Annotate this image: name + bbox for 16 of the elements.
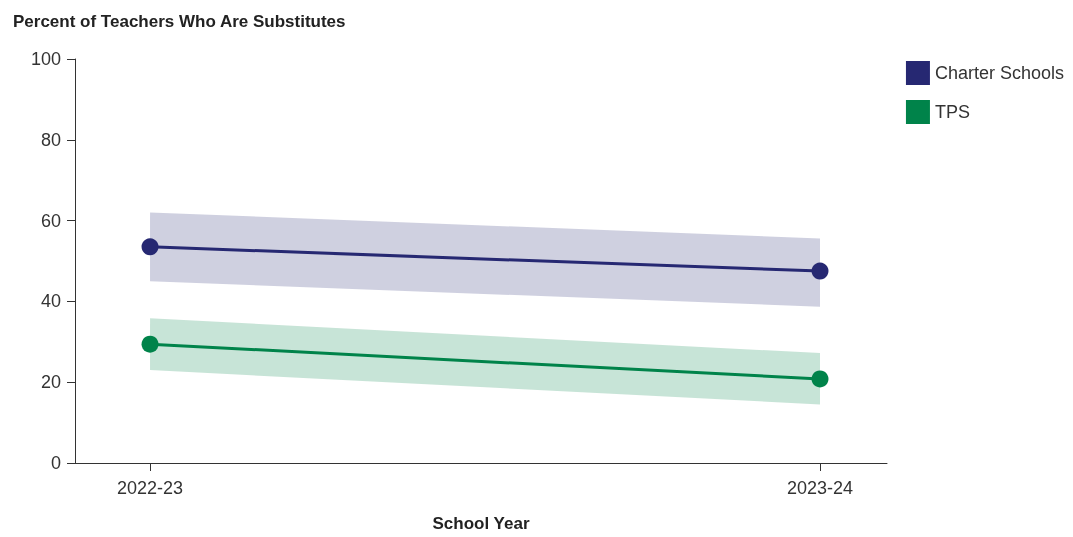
chart-title: Percent of Teachers Who Are Substitutes: [13, 12, 346, 31]
y-tick-label: 20: [40, 372, 61, 393]
x-tick-label: 2022-23: [117, 478, 184, 498]
x-axis-title: School Year: [432, 514, 530, 533]
point: [811, 370, 829, 388]
point: [141, 335, 159, 353]
y-tick-label: 40: [40, 291, 61, 312]
point: [811, 262, 829, 280]
y-tick-label: 80: [40, 129, 61, 150]
legend-label: TPS: [934, 102, 970, 122]
x-tick-label: 2023-24: [786, 478, 854, 498]
y-tick-label: 100: [30, 49, 61, 69]
legend-label: Charter Schools: [934, 63, 1064, 83]
y-tick-label: 60: [40, 210, 61, 231]
y-tick-label: 0: [50, 453, 61, 473]
point: [141, 238, 159, 256]
